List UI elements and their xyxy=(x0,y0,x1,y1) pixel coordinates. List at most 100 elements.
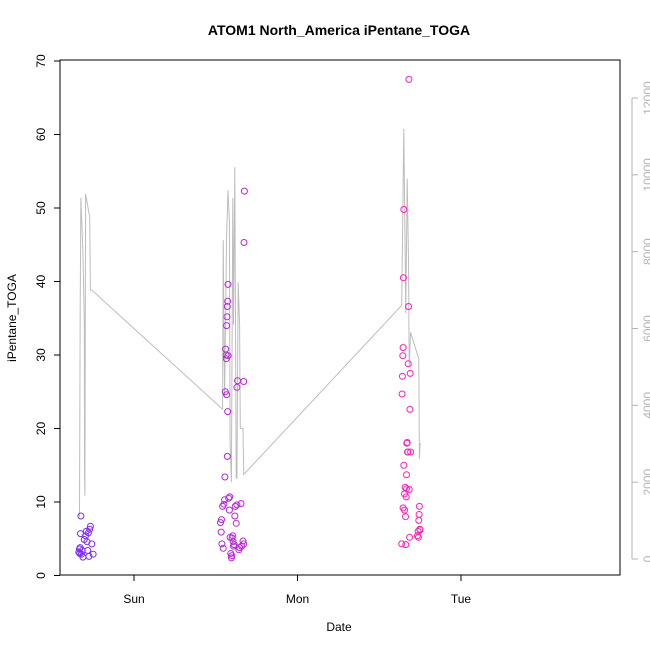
data-point xyxy=(218,516,225,524)
data-point xyxy=(400,461,408,469)
data-point xyxy=(239,537,247,545)
data-point xyxy=(230,541,238,549)
data-point xyxy=(221,496,229,504)
data-point xyxy=(240,239,248,246)
data-point xyxy=(225,506,233,514)
data-point xyxy=(400,206,408,213)
data-point xyxy=(399,274,407,282)
data-point xyxy=(220,500,228,508)
data-point xyxy=(403,439,411,446)
data-point xyxy=(403,471,410,479)
data-point xyxy=(223,391,231,399)
data-point xyxy=(406,533,414,541)
y-axis-label: iPentane_TOGA xyxy=(5,274,19,362)
chart-title: ATOM1 North_America iPentane_TOGA xyxy=(208,22,470,38)
x-tick-label: Tue xyxy=(451,592,472,606)
data-point xyxy=(416,526,424,534)
data-point xyxy=(402,513,409,521)
x-tick-label: Mon xyxy=(286,592,309,606)
data-point xyxy=(224,408,232,416)
series-line xyxy=(79,128,421,517)
right-y-axis: 0 2000 4000 6000 8000 10000 12000 xyxy=(631,81,650,562)
data-point xyxy=(221,473,229,481)
data-point xyxy=(233,383,241,391)
data-point xyxy=(89,550,97,558)
x-axis: Sun Mon Tue xyxy=(123,575,471,606)
data-point xyxy=(403,485,410,493)
x-tick-label: Sun xyxy=(123,592,144,606)
secondary-series-line xyxy=(79,128,421,517)
data-point xyxy=(407,448,415,456)
data-point xyxy=(405,303,412,310)
data-point xyxy=(231,512,239,520)
data-point xyxy=(88,540,96,548)
data-point xyxy=(218,540,226,548)
data-point xyxy=(406,369,414,377)
data-point xyxy=(224,280,232,288)
right-tick-label: 10000 xyxy=(641,158,650,192)
data-point xyxy=(413,532,421,540)
data-point xyxy=(402,541,410,549)
data-point xyxy=(406,405,414,413)
x-axis-label: Date xyxy=(326,620,352,634)
left-tick-label: 10 xyxy=(34,495,48,509)
data-point xyxy=(233,501,241,509)
data-point xyxy=(223,303,231,310)
data-point xyxy=(398,390,406,398)
data-point xyxy=(217,519,224,527)
left-y-axis: 0 10 20 30 40 50 60 70 xyxy=(34,54,60,579)
data-point xyxy=(240,187,248,195)
left-tick-label: 20 xyxy=(34,422,48,436)
data-point xyxy=(226,493,234,501)
right-tick-label: 12000 xyxy=(641,81,650,115)
right-tick-label: 8000 xyxy=(641,238,650,265)
right-tick-label: 6000 xyxy=(641,315,650,342)
data-point xyxy=(398,540,406,548)
data-point xyxy=(405,75,413,83)
data-point xyxy=(225,494,233,502)
left-tick-label: 50 xyxy=(34,201,48,215)
data-point xyxy=(224,297,232,305)
data-point xyxy=(399,344,407,352)
data-point xyxy=(237,500,245,507)
right-tick-label: 4000 xyxy=(641,392,650,419)
data-point xyxy=(232,519,240,527)
left-tick-label: 70 xyxy=(34,54,48,68)
data-point xyxy=(415,502,423,510)
data-point xyxy=(86,522,94,530)
data-point xyxy=(404,448,412,456)
data-point xyxy=(86,525,94,533)
data-point xyxy=(231,502,239,510)
right-tick-label: 0 xyxy=(641,555,650,562)
data-point xyxy=(238,542,246,550)
left-tick-label: 60 xyxy=(34,128,48,142)
data-point xyxy=(240,540,248,548)
data-point xyxy=(414,533,422,541)
data-point xyxy=(228,552,236,560)
data-point xyxy=(236,544,244,552)
data-point xyxy=(219,544,227,552)
data-point xyxy=(240,378,248,385)
data-point xyxy=(223,313,231,321)
data-point xyxy=(229,538,237,546)
data-point xyxy=(85,552,93,560)
data-point xyxy=(399,352,407,360)
data-point xyxy=(402,493,410,501)
data-point xyxy=(404,360,412,368)
plot-frame xyxy=(59,59,621,576)
left-tick-label: 30 xyxy=(34,348,48,362)
data-point xyxy=(398,372,406,380)
data-point xyxy=(223,322,231,330)
data-point xyxy=(217,528,225,536)
left-tick-label: 0 xyxy=(34,572,48,579)
data-point xyxy=(224,352,232,360)
data-point xyxy=(415,511,423,518)
data-point xyxy=(405,486,413,493)
data-point xyxy=(84,529,92,537)
data-point xyxy=(77,512,85,520)
data-point xyxy=(401,483,409,491)
data-point xyxy=(401,506,408,514)
right-tick-label: 2000 xyxy=(641,468,650,495)
